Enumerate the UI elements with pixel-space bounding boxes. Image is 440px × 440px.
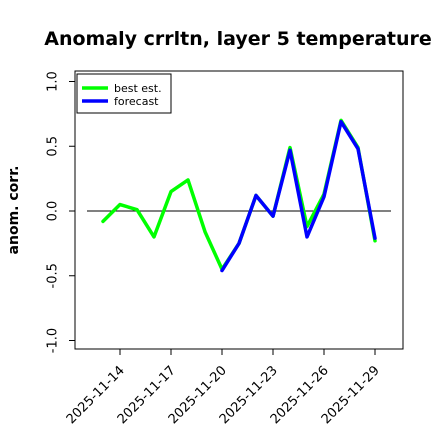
- y-tick-label: -0.5: [46, 263, 61, 288]
- series-layer: [101, 118, 377, 273]
- series-line-best-est: [101, 118, 377, 272]
- y-tick-label: -1.0: [46, 328, 61, 353]
- y-tick-label: 0.0: [46, 201, 61, 222]
- legend: best est. forecast: [76, 73, 172, 114]
- legend-label-forecast: forecast: [114, 95, 159, 108]
- y-tick-label: 1.0: [46, 71, 61, 92]
- y-axis: -1.0 -0.5 0.0 0.5 1.0: [46, 71, 75, 353]
- legend-label-best-est: best est.: [114, 82, 162, 95]
- y-axis-label: anom. corr.: [6, 166, 22, 255]
- plot-frame: [74, 70, 404, 350]
- series-line-forecast: [220, 119, 377, 273]
- y-tick-label: 0.5: [46, 136, 61, 157]
- chart-title: Anomaly crrltn, layer 5 temperature: [44, 28, 432, 50]
- legend-box: [76, 73, 172, 114]
- x-axis: 2025-11-142025-11-172025-11-202025-11-23…: [64, 349, 383, 427]
